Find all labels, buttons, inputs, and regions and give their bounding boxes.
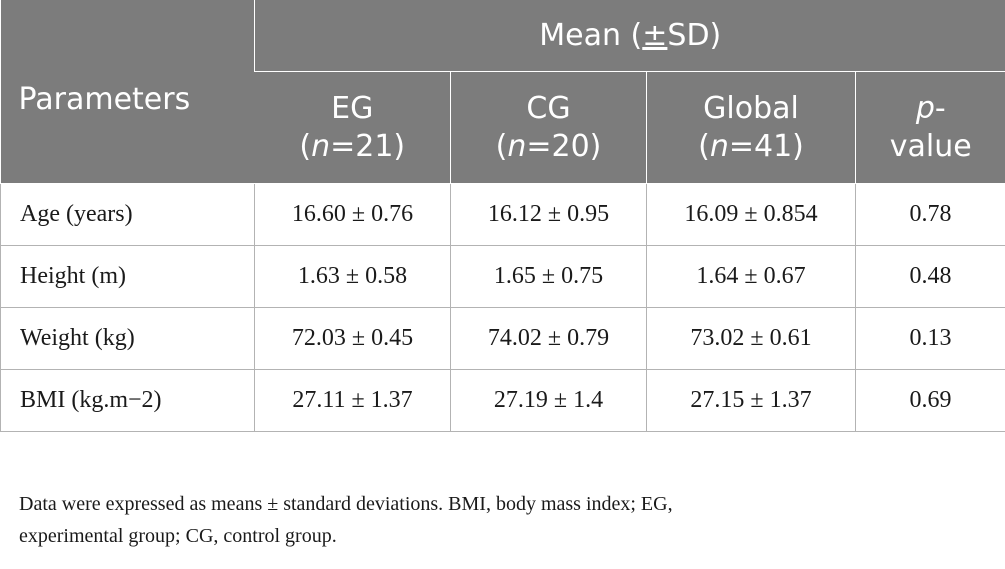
header-global-label: Global [703,90,799,126]
header-cg: CG (n=20) [450,71,647,184]
table-row: Age (years) 16.60 ± 0.76 16.12 ± 0.95 16… [0,183,1005,246]
row-height-eg: 1.63 ± 0.58 [254,245,451,308]
header-eg-n-value: =21) [330,128,406,164]
row-bmi-parameter: BMI (kg.m−2) [0,369,255,432]
table-row: BMI (kg.m−2) 27.11 ± 1.37 27.19 ± 1.4 27… [0,369,1005,432]
row-height-parameter: Height (m) [0,245,255,308]
header-p-var: p [915,90,935,126]
header-mean-sd: Mean (±SD) [253,0,1005,72]
header-p-line: p- [866,90,996,128]
row-weight-global: 73.02 ± 0.61 [646,307,856,370]
header-p-dash: - [934,90,946,126]
data-table: Parameters Mean (±SD) EG (n=21) CG (n=20… [0,0,1005,432]
header-cg-label: CG [526,90,571,126]
header-mean-close: SD) [667,17,722,53]
header-global-n: (n=41) [657,128,845,166]
row-height-global: 1.64 ± 0.67 [646,245,856,308]
table-footnote: Data were expressed as means ± standard … [19,488,979,552]
header-row-1: Parameters Mean (±SD) [0,0,1005,184]
table-body: Age (years) 16.60 ± 0.76 16.12 ± 0.95 16… [0,183,1005,432]
header-value-word: value [889,128,972,164]
header-mean-open: Mean ( [539,17,643,53]
header-global-n-var: n [709,128,729,164]
row-weight-parameter: Weight (kg) [0,307,255,370]
header-eg-n-var: n [311,128,331,164]
row-weight-eg: 72.03 ± 0.45 [254,307,451,370]
footnote-line-2: experimental group; CG, control group. [19,525,337,547]
header-eg-n: (n=21) [265,128,441,166]
header-cg-n: (n=20) [461,128,636,166]
header-eg: EG (n=21) [254,71,451,184]
row-bmi-p: 0.69 [854,369,1005,432]
header-cg-n-open: ( [495,128,508,164]
row-age-p: 0.78 [854,183,1005,246]
row-age-global: 16.09 ± 0.854 [646,183,856,246]
table-header: Parameters Mean (±SD) EG (n=21) CG (n=20… [0,0,1005,184]
header-p-value: p- value [854,71,1005,184]
row-bmi-eg: 27.11 ± 1.37 [254,369,451,432]
header-global: Global (n=41) [646,71,856,184]
header-global-n-open: ( [698,128,710,164]
header-row-2: EG (n=21) CG (n=20) Global (n=41) p- val… [1,71,1005,184]
row-height-cg: 1.65 ± 0.75 [450,245,647,308]
row-age-parameter: Age (years) [0,183,255,246]
row-bmi-cg: 27.19 ± 1.4 [450,369,647,432]
row-age-cg: 16.12 ± 0.95 [450,183,647,246]
header-eg-label: EG [331,90,374,126]
header-global-n-value: =41) [728,128,804,164]
table-row: Height (m) 1.63 ± 0.58 1.65 ± 0.75 1.64 … [0,245,1005,308]
table-row: Weight (kg) 72.03 ± 0.45 74.02 ± 0.79 73… [0,307,1005,370]
row-age-eg: 16.60 ± 0.76 [254,183,451,246]
footnote-line-1: Data were expressed as means ± standard … [19,493,673,515]
header-parameters: Parameters [0,0,255,184]
header-cg-n-value: =20) [526,128,602,164]
row-bmi-global: 27.15 ± 1.37 [646,369,856,432]
header-cg-n-var: n [507,128,527,164]
row-weight-cg: 74.02 ± 0.79 [450,307,647,370]
header-eg-n-open: ( [299,128,312,164]
row-height-p: 0.48 [854,245,1005,308]
row-weight-p: 0.13 [854,307,1005,370]
header-mean-pm: ± [642,17,668,53]
